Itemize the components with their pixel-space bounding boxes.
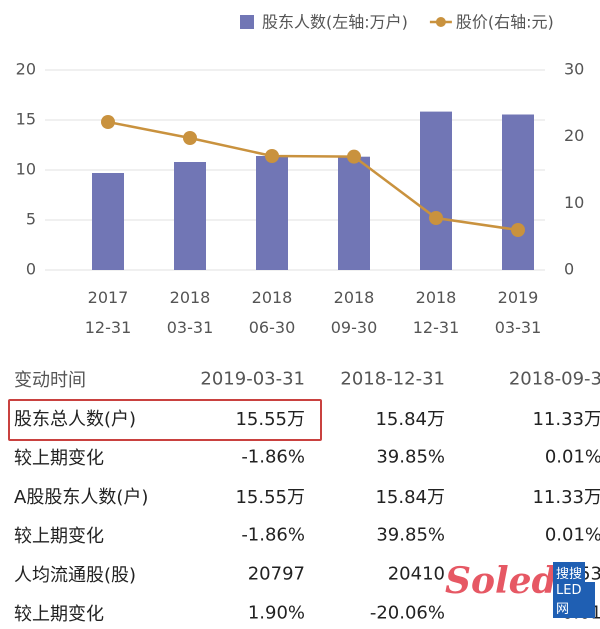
table-cell: -20.06% xyxy=(369,602,445,624)
y2-tick-label: 0 xyxy=(564,260,574,279)
table-cell: 15.84万 xyxy=(375,487,445,508)
table-cell: A股股东人数(户) xyxy=(14,487,149,508)
price-line xyxy=(107,120,519,232)
x-tick-label: 2018 03-31 xyxy=(167,288,214,337)
table-header-cell: 2018-09-3 xyxy=(508,368,600,390)
table-cell: -1.86% xyxy=(241,524,305,546)
watermark-badge: LED网 xyxy=(553,582,595,618)
legend-swatch xyxy=(435,17,446,27)
table-cell: 20797 xyxy=(247,563,305,585)
price-point xyxy=(347,149,361,164)
table-header-cell: 2018-12-31 xyxy=(340,368,445,390)
price-point xyxy=(511,223,525,237)
table-cell: 11.33万 xyxy=(532,409,600,430)
table-cell: 39.85% xyxy=(376,524,445,546)
table-cell: 股东总人数(户) xyxy=(14,409,137,430)
price-point xyxy=(265,149,279,163)
legend-label: 股价(右轴:元) xyxy=(456,13,554,32)
price-point xyxy=(429,211,443,225)
table-cell: 较上期变化 xyxy=(14,604,104,625)
table-header-cell: 变动时间 xyxy=(14,370,86,391)
bar xyxy=(338,156,370,270)
table-cell: 1.90% xyxy=(247,602,305,624)
table-cell: 较上期变化 xyxy=(14,448,104,469)
price-point xyxy=(183,131,197,145)
watermark-brand: Soled xyxy=(445,560,557,602)
chart: 0 5 10 15 20 0 10 20 30 2017 12-31 2018 03-31 2018 06-… xyxy=(16,13,585,337)
y-tick-label: 10 xyxy=(16,160,36,179)
watermark: Soled 搜搜 LED网 xyxy=(445,560,595,620)
table-cell: 20410 xyxy=(387,563,445,585)
x-tick-label: 2018 06-30 xyxy=(249,288,296,337)
table-cell: 15.84万 xyxy=(375,409,445,430)
x-tick-label: 2018 12-31 xyxy=(413,288,460,337)
table-cell: 0.01% xyxy=(544,446,600,468)
x-tick-label: 2017 12-31 xyxy=(85,288,132,337)
table-cell: 人均流通股(股) xyxy=(14,565,137,586)
table-cell: 39.85% xyxy=(376,446,445,468)
watermark-badge: 搜搜 xyxy=(553,562,586,583)
price-point xyxy=(101,115,115,129)
highlight-box xyxy=(8,399,322,441)
x-tick-label: 2019 03-31 xyxy=(495,288,542,337)
y-tick-label: 15 xyxy=(16,110,36,129)
table-header-cell: 2019-03-31 xyxy=(200,368,305,390)
y2-tick-label: 10 xyxy=(564,193,584,212)
bar xyxy=(92,173,124,270)
y2-tick-label: 20 xyxy=(564,126,584,145)
table-cell: 11.33万 xyxy=(532,487,600,508)
bar xyxy=(174,162,206,270)
bar xyxy=(502,114,534,270)
table-cell: 15.55万 xyxy=(235,409,305,430)
table-cell: 0.01% xyxy=(544,524,600,546)
y-tick-label: 5 xyxy=(26,210,36,229)
table-cell: 较上期变化 xyxy=(14,526,104,547)
bar xyxy=(256,156,288,270)
y-tick-label: 0 xyxy=(26,260,36,279)
table-cell: 15.55万 xyxy=(235,487,305,508)
legend-swatch xyxy=(240,15,254,29)
y2-tick-label: 30 xyxy=(564,60,584,79)
x-tick-label: 2018 09-30 xyxy=(331,288,378,337)
y-tick-label: 20 xyxy=(16,60,36,79)
bar xyxy=(420,111,452,270)
legend-label: 股东人数(左轴:万户) xyxy=(262,13,408,32)
table-cell: -1.86% xyxy=(241,446,305,468)
